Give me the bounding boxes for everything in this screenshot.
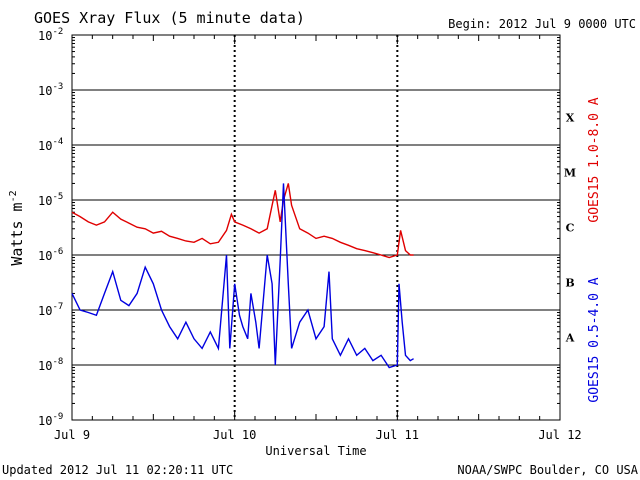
x-tick-label: Jul 12 bbox=[538, 428, 581, 442]
begin-label: Begin: 2012 Jul 9 0000 UTC bbox=[448, 17, 636, 31]
y-axis-label: Watts m-2 bbox=[8, 190, 26, 265]
flare-class-c: C bbox=[566, 222, 575, 235]
y-axis-label-text: Watts m bbox=[8, 202, 26, 265]
y-tick-label: 10-6 bbox=[38, 247, 63, 263]
footer-credit: NOAA/SWPC Boulder, CO USA bbox=[457, 463, 638, 477]
y-axis-label-exponent: -2 bbox=[8, 190, 19, 202]
y-tick-exponent: -6 bbox=[52, 247, 63, 257]
gridlines bbox=[72, 35, 560, 420]
y-tick-base: 10 bbox=[38, 29, 52, 43]
y-tick-exponent: -2 bbox=[52, 27, 63, 37]
x-axis-label: Universal Time bbox=[265, 444, 366, 458]
y-tick-label: 10-2 bbox=[38, 27, 63, 43]
y-tick-base: 10 bbox=[38, 359, 52, 373]
data-series bbox=[71, 183, 414, 369]
series-line-short bbox=[71, 183, 414, 369]
series-line-long bbox=[71, 183, 414, 259]
series-label-short: GOES15 0.5-4.0 A bbox=[587, 277, 602, 402]
flare-class-labels: A B C M X bbox=[564, 112, 576, 345]
y-tick-exponent: -9 bbox=[52, 412, 63, 422]
y-tick-base: 10 bbox=[38, 139, 52, 153]
y-tick-exponent: -7 bbox=[52, 302, 63, 312]
y-tick-label: 10-5 bbox=[38, 192, 63, 208]
flare-class-m: M bbox=[564, 167, 576, 180]
chart-title: GOES Xray Flux (5 minute data) bbox=[34, 9, 305, 27]
y-tick-base: 10 bbox=[38, 249, 52, 263]
x-tick-label: Jul 9 bbox=[54, 428, 90, 442]
y-axis-ticks: 10-910-810-710-610-510-410-310-2 bbox=[38, 27, 560, 428]
y-tick-exponent: -4 bbox=[52, 137, 63, 147]
y-tick-base: 10 bbox=[38, 414, 52, 428]
flare-class-b: B bbox=[565, 277, 574, 290]
y-tick-base: 10 bbox=[38, 194, 52, 208]
y-tick-label: 10-4 bbox=[38, 137, 63, 153]
footer-updated: Updated 2012 Jul 11 02:20:11 UTC bbox=[2, 463, 233, 477]
y-tick-exponent: -8 bbox=[52, 357, 63, 367]
x-tick-label: Jul 10 bbox=[213, 428, 256, 442]
plot-frame bbox=[71, 34, 561, 421]
y-tick-exponent: -5 bbox=[52, 192, 63, 202]
series-label-long: GOES15 1.0-8.0 A bbox=[587, 97, 602, 222]
y-tick-exponent: -3 bbox=[52, 82, 63, 92]
y-tick-label: 10-7 bbox=[38, 302, 63, 318]
flare-class-a: A bbox=[565, 332, 575, 345]
flare-class-x: X bbox=[566, 112, 575, 125]
x-tick-label: Jul 11 bbox=[376, 428, 419, 442]
y-tick-label: 10-3 bbox=[38, 82, 63, 98]
y-tick-base: 10 bbox=[38, 304, 52, 318]
x-axis-ticks: Jul 9 Jul 10 Jul 11 Jul 12 bbox=[54, 35, 582, 442]
y-tick-base: 10 bbox=[38, 84, 52, 98]
y-tick-label: 10-9 bbox=[38, 412, 63, 428]
y-tick-label: 10-8 bbox=[38, 357, 63, 373]
